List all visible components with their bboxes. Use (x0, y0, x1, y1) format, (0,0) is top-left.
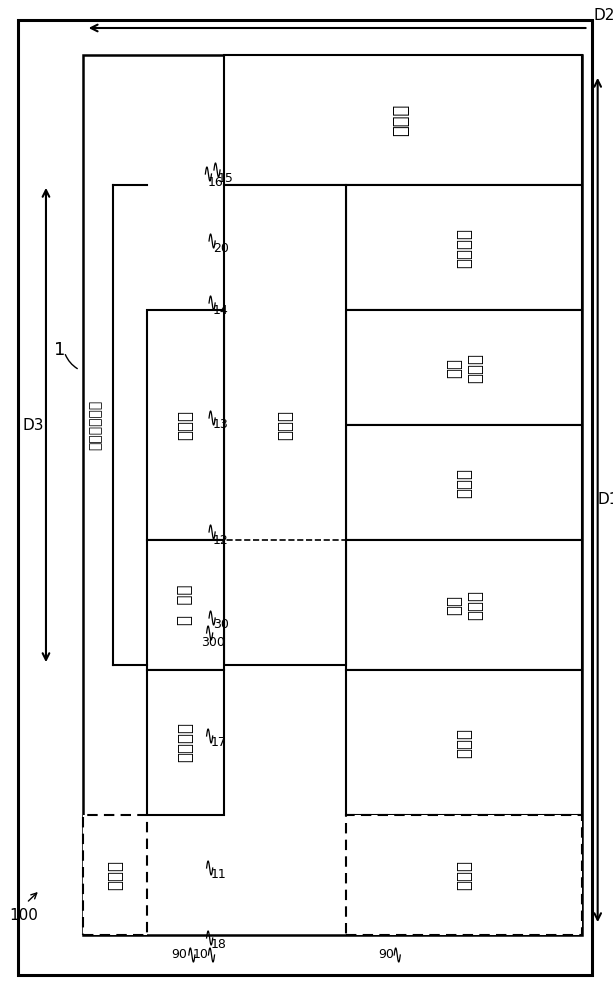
Text: 15: 15 (218, 172, 234, 184)
Text: 冲洗部: 冲洗部 (177, 410, 194, 440)
Text: 300: 300 (202, 636, 225, 648)
Text: 20: 20 (213, 241, 229, 254)
Text: 13: 13 (213, 418, 229, 432)
Text: D2: D2 (593, 7, 613, 22)
Text: 16: 16 (208, 176, 224, 188)
Text: 显影部: 显影部 (276, 410, 294, 440)
Bar (346, 425, 582, 540)
Bar (224, 185, 346, 665)
Text: 搬出部: 搬出部 (106, 860, 124, 890)
Bar (346, 540, 582, 670)
Bar (346, 310, 582, 425)
Text: 主烘烤部: 主烘烤部 (177, 722, 194, 762)
Text: 干  燥部: 干 燥部 (177, 585, 194, 625)
Text: 搬入部: 搬入部 (455, 860, 473, 890)
Text: 30: 30 (213, 618, 229, 632)
Text: 1: 1 (55, 341, 66, 359)
Bar (147, 540, 224, 670)
Text: 90: 90 (378, 948, 394, 962)
Bar (346, 670, 582, 815)
Text: 100: 100 (9, 908, 38, 922)
Text: 90: 90 (172, 948, 188, 962)
Text: D1: D1 (598, 492, 613, 508)
Text: 12: 12 (213, 534, 229, 546)
Text: 10: 10 (193, 948, 209, 962)
Text: 涂布部: 涂布部 (455, 468, 473, 498)
Text: 曝光部: 曝光部 (392, 104, 411, 136)
Bar (346, 185, 582, 310)
Text: 预烘烤部: 预烘烤部 (455, 228, 473, 268)
Bar (346, 815, 582, 935)
Text: D3: D3 (23, 418, 45, 432)
Text: 11: 11 (211, 868, 227, 882)
Bar (147, 310, 224, 540)
Bar (83, 55, 582, 935)
Text: 分割
烘烤部: 分割 烘烤部 (445, 590, 484, 620)
Bar (83, 815, 147, 935)
Text: 基板处理装置: 基板处理装置 (88, 400, 102, 450)
Text: 14: 14 (213, 304, 229, 316)
Bar (147, 670, 224, 815)
Text: 18: 18 (211, 938, 227, 952)
Text: 清洗部: 清洗部 (455, 728, 473, 758)
Text: 减压
干燥部: 减压 干燥部 (445, 353, 484, 383)
Bar (224, 55, 582, 185)
Text: 17: 17 (211, 736, 227, 750)
